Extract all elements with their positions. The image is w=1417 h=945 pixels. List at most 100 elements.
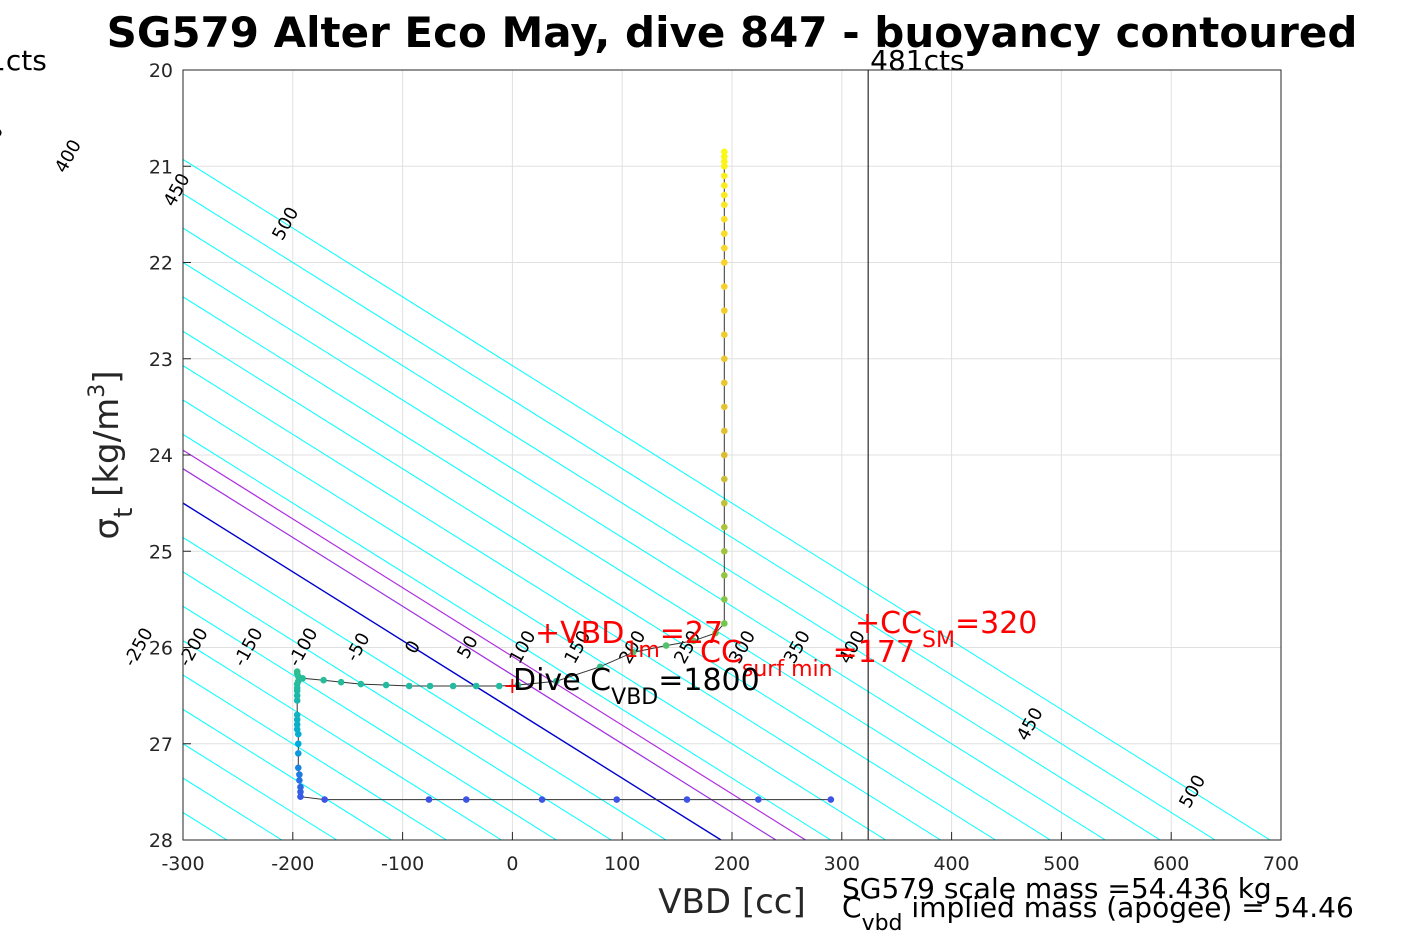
x-tick-label: 100 — [604, 853, 640, 875]
contour-line — [183, 158, 1271, 840]
data-point — [321, 796, 328, 803]
data-point — [320, 676, 327, 684]
cc-sm-annotation: +CCSM=320 — [855, 606, 1037, 653]
x-axis-label: VBD [cc] — [658, 882, 806, 922]
y-tick-label: 22 — [149, 253, 173, 275]
data-point — [426, 682, 434, 690]
y-tick-label: 23 — [149, 349, 173, 371]
data-point — [721, 523, 728, 531]
contour-label: 350 — [0, 122, 8, 162]
grid-lines — [182, 69, 1282, 841]
data-point — [721, 191, 728, 199]
data-point — [293, 711, 301, 719]
data-point — [293, 692, 301, 699]
data-point — [629, 649, 637, 656]
data-point — [721, 451, 728, 459]
vbd-limit-line: 481cts 1cts — [0, 44, 965, 840]
x-tick-label: 400 — [933, 853, 969, 875]
contour-line — [183, 227, 1161, 840]
x-tick-label: 0 — [506, 853, 518, 875]
x-tick-label: 500 — [1043, 853, 1079, 875]
data-point — [721, 596, 728, 603]
contour-line — [183, 399, 886, 840]
data-point — [425, 796, 433, 803]
contour-line — [183, 330, 996, 840]
data-point — [337, 678, 345, 686]
data-point — [294, 764, 302, 772]
contour-line — [183, 536, 667, 840]
contour-label: 450 — [1013, 704, 1048, 744]
data-point — [296, 777, 303, 784]
data-point — [721, 162, 728, 170]
data-point — [683, 796, 691, 803]
data-point — [721, 499, 728, 507]
data-point — [721, 620, 728, 627]
implied-mass-text: Cvbd implied mass (apogee) = 54.46 — [842, 891, 1354, 936]
x-tick-label: 600 — [1153, 853, 1189, 875]
data-point — [449, 682, 457, 690]
contour-line — [183, 571, 612, 840]
dive-profile: + — [293, 148, 835, 803]
x-tick-label: -100 — [381, 853, 424, 875]
data-point — [553, 677, 560, 685]
contour-line — [183, 365, 941, 840]
data-point — [721, 244, 728, 252]
data-point — [721, 307, 728, 314]
data-point — [721, 403, 728, 411]
contour-line — [183, 502, 722, 840]
data-point — [293, 697, 301, 704]
data-point — [382, 681, 390, 689]
buoyancy-contours — [0, 70, 1271, 840]
contour-labels: -500-450-400-350-300-250-200-150-100-500… — [0, 122, 1210, 812]
data-point — [297, 788, 304, 796]
data-point — [721, 153, 728, 160]
contour-line — [183, 296, 1051, 840]
y-tick-label: 21 — [149, 156, 173, 178]
data-point — [721, 172, 728, 180]
data-point — [721, 230, 728, 237]
data-point — [405, 682, 413, 690]
data-point — [613, 796, 621, 803]
data-point — [721, 572, 728, 579]
contour-line — [183, 674, 447, 840]
scale-mass-text: SG579 scale mass =54.436 kg — [842, 872, 1272, 905]
data-point — [721, 475, 728, 483]
data-point — [495, 682, 503, 690]
data-point — [755, 796, 762, 803]
marker: + — [503, 674, 521, 699]
x-tick-label: 200 — [714, 853, 750, 875]
y-tick-label: 28 — [149, 830, 173, 852]
y-tick-label: 26 — [149, 638, 173, 660]
y-axis-label: σt [kg/m3] — [85, 371, 139, 540]
contour-line — [183, 261, 1106, 840]
cc-surf-annotation: CCsurf min=177 — [700, 635, 915, 682]
data-point — [293, 716, 301, 723]
data-point — [514, 681, 522, 689]
contour-line — [183, 708, 392, 840]
dive-c-vbd-annotation: Dive CVBD=1800 — [513, 663, 760, 710]
contour-line — [0, 70, 172, 840]
chart-title: SG579 Alter Eco May, dive 847 - buoyancy… — [107, 8, 1358, 57]
y-tick-label: 24 — [149, 445, 173, 467]
data-point — [721, 259, 728, 266]
data-point — [690, 637, 697, 645]
data-point — [827, 796, 835, 803]
contour-label: 50 — [453, 632, 482, 662]
cc-line — [183, 468, 777, 840]
vbd-1m-annotation: +VBD1m=27 — [535, 616, 723, 663]
data-point — [294, 740, 302, 748]
contour-label: 500 — [1175, 772, 1210, 812]
x-ticks: -300 -200 -100 0 100 200 300 400 500 600 700 — [161, 832, 1299, 875]
data-point — [721, 379, 728, 387]
data-point — [721, 201, 728, 209]
y-tick-label: 20 — [149, 60, 173, 82]
contour-label: 400 — [51, 136, 86, 176]
contour-label: -50 — [342, 629, 375, 665]
y-tick-label: 27 — [149, 734, 173, 756]
data-point — [357, 680, 365, 688]
data-point — [721, 215, 728, 223]
x-tick-label: -300 — [161, 853, 204, 875]
left-limit-label: 1cts — [0, 44, 47, 77]
x-tick-label: 700 — [1263, 853, 1299, 875]
